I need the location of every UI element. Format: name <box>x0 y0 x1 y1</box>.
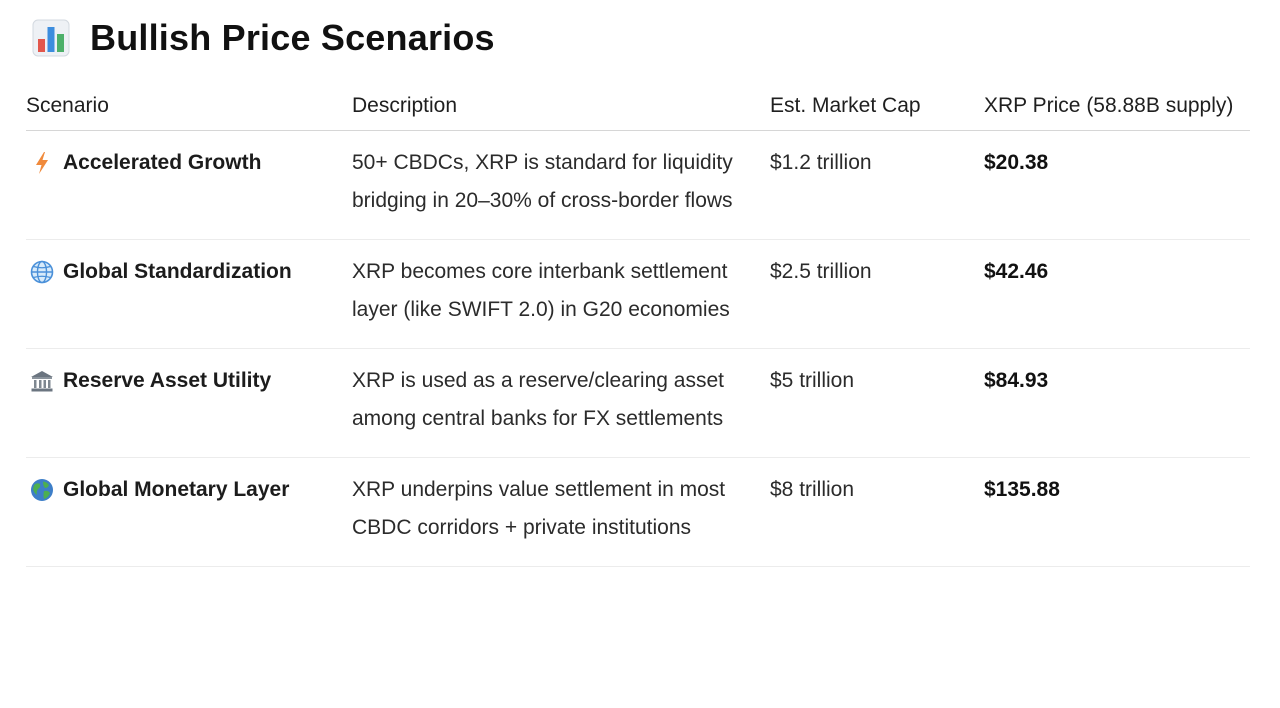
market-cap-value: $2.5 trillion <box>770 260 872 283</box>
price-cell: $135.88 <box>984 457 1250 567</box>
scenarios-table: Scenario Description Est. Market Cap XRP… <box>26 84 1250 567</box>
bank-icon <box>29 368 55 394</box>
scenario-description: 50+ CBDCs, XRP is standard for liquidity… <box>352 151 733 212</box>
price-value: $135.88 <box>984 478 1060 501</box>
column-header-price: XRP Price (58.88B supply) <box>984 84 1250 131</box>
price-value: $20.38 <box>984 151 1049 174</box>
market-cap-cell: $8 trillion <box>770 457 984 567</box>
scenario-description: XRP is used as a reserve/clearing asset … <box>352 369 724 430</box>
table-header-row: Scenario Description Est. Market Cap XRP… <box>26 84 1250 131</box>
market-cap-value: $1.2 trillion <box>770 151 872 174</box>
description-cell: 50+ CBDCs, XRP is standard for liquidity… <box>352 130 770 240</box>
bar-chart-icon <box>32 19 70 57</box>
scenario-cell: Reserve Asset Utility <box>26 348 352 458</box>
description-cell: XRP underpins value settlement in most C… <box>352 457 770 567</box>
market-cap-cell: $5 trillion <box>770 348 984 458</box>
column-header-description: Description <box>352 84 770 131</box>
price-value: $42.46 <box>984 260 1049 283</box>
description-cell: XRP is used as a reserve/clearing asset … <box>352 348 770 458</box>
table-row: Reserve Asset Utility XRP is used as a r… <box>26 348 1250 458</box>
table-row: Global Standardization XRP becomes core … <box>26 239 1250 349</box>
lightning-icon <box>29 150 55 176</box>
globe-meridians-icon <box>29 259 55 285</box>
page-title: Bullish Price Scenarios <box>90 17 495 58</box>
market-cap-cell: $1.2 trillion <box>770 130 984 240</box>
scenario-name: Reserve Asset Utility <box>63 369 272 392</box>
scenario-name: Global Standardization <box>63 260 292 283</box>
scenario-cell: Accelerated Growth <box>26 130 352 240</box>
globe-earth-icon <box>29 477 55 503</box>
price-cell: $42.46 <box>984 239 1250 349</box>
scenario-cell: Global Monetary Layer <box>26 457 352 567</box>
market-cap-cell: $2.5 trillion <box>770 239 984 349</box>
scenario-name: Accelerated Growth <box>63 151 262 174</box>
scenario-name: Global Monetary Layer <box>63 478 290 501</box>
market-cap-value: $8 trillion <box>770 478 855 501</box>
market-cap-value: $5 trillion <box>770 369 855 392</box>
price-cell: $84.93 <box>984 348 1250 458</box>
page-title-row: Bullish Price Scenarios <box>32 14 495 62</box>
price-value: $84.93 <box>984 369 1049 392</box>
scenario-cell: Global Standardization <box>26 239 352 349</box>
table-row: Accelerated Growth 50+ CBDCs, XRP is sta… <box>26 130 1250 240</box>
price-cell: $20.38 <box>984 130 1250 240</box>
scenario-description: XRP becomes core interbank settlement la… <box>352 260 730 321</box>
scenario-description: XRP underpins value settlement in most C… <box>352 478 726 539</box>
column-header-scenario: Scenario <box>26 84 352 131</box>
description-cell: XRP becomes core interbank settlement la… <box>352 239 770 349</box>
table-row: Global Monetary Layer XRP underpins valu… <box>26 457 1250 567</box>
column-header-market-cap: Est. Market Cap <box>770 84 984 131</box>
